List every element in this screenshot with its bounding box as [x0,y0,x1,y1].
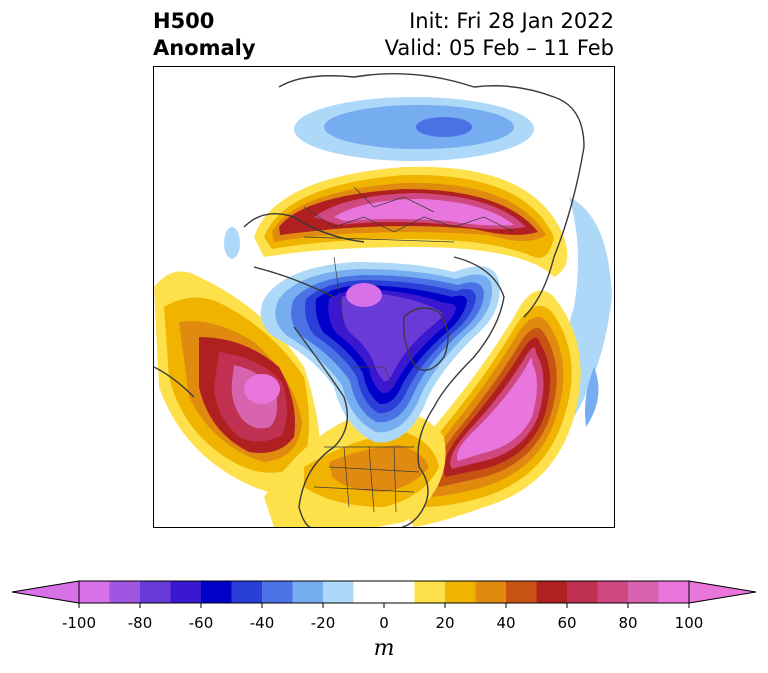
colorbar-segment [628,581,659,603]
colorbar-tick-label: -20 [310,614,336,632]
colorbar-tick-label: 40 [496,614,516,632]
colorbar-segment [384,581,415,603]
colorbar-segment [170,581,202,603]
colorbar-segment [292,581,324,603]
country-borders [303,186,515,513]
colorbar-tick-label: 100 [674,614,704,632]
chart-title-left: H500 Anomaly [153,8,256,62]
colorbar-segment [353,581,385,603]
colorbar-tick-label: 20 [435,614,455,632]
colorbar-segment [475,581,507,603]
colorbar-segment [323,581,354,603]
colorbar-tick-label: -80 [127,614,153,632]
colorbar-segment [414,581,446,603]
greenland-outline [403,307,449,371]
colorbar-unit-label: m [373,636,395,661]
colorbar-segment [262,581,293,603]
colorbar [11,580,757,608]
colorbar-segment [536,581,568,603]
pos-anomaly-atlantic [402,290,581,527]
colorbar-tick-label: 60 [557,614,577,632]
colorbar-segment [445,581,476,603]
valid-range: Valid: 05 Feb – 11 Feb [384,36,614,60]
colorbar-segment [79,581,110,603]
pos-anomaly-pacific [154,271,320,494]
init-date: Init: Fri 28 Jan 2022 [409,9,614,33]
title-variable: H500 [153,9,215,33]
colorbar-segment [658,581,690,603]
colorbar-over-triangle [688,580,757,604]
map-panel [153,66,615,528]
colorbar-tick-label: 80 [618,614,638,632]
colorbar-segment [201,581,232,603]
neg-anomaly-eurasia [294,97,534,161]
chart-title-right: Init: Fri 28 Jan 2022 Valid: 05 Feb – 11… [385,8,614,62]
colorbar-segment [567,581,598,603]
title-field: Anomaly [153,36,256,60]
colorbar-tick-label: 0 [379,614,389,632]
colorbar-tick-marks [78,603,690,608]
colorbar-tick-label: -100 [61,614,97,632]
colorbar-tick-label: -60 [188,614,214,632]
colorbar-segment [597,581,629,603]
colorbar-tick-label: -40 [249,614,275,632]
colorbar-segment [109,581,141,603]
colorbar-under-triangle [11,580,80,604]
colorbar-segments [79,581,690,603]
colorbar-segment [231,581,263,603]
colorbar-segment [506,581,537,603]
neg-anomaly-canada [260,262,500,443]
colorbar-segment [140,581,171,603]
anomaly-map [154,72,612,527]
